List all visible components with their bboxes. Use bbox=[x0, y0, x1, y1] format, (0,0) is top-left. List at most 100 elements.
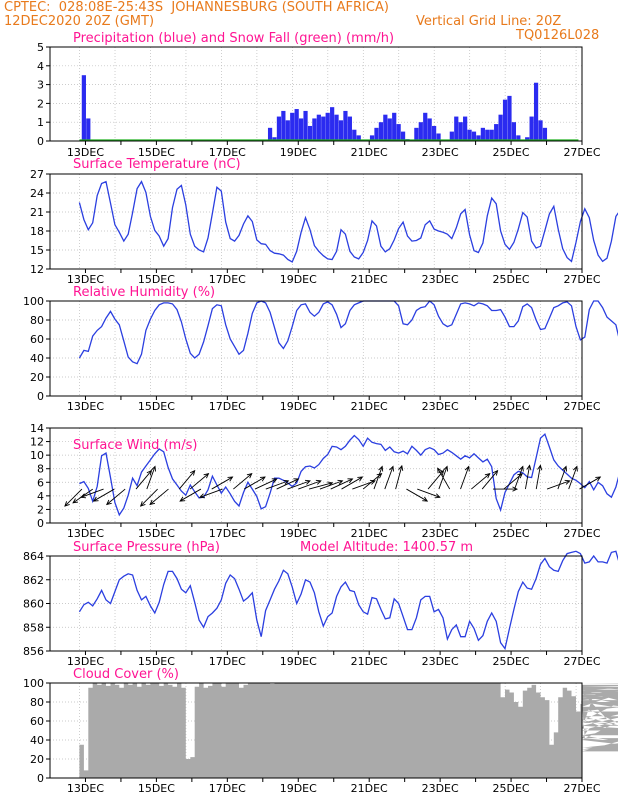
wind-arrow-head bbox=[422, 496, 429, 502]
temperature-ytick-label: 18 bbox=[30, 225, 44, 238]
wind-arrow-head bbox=[443, 465, 449, 472]
precip-bar bbox=[431, 125, 437, 141]
precip-bar bbox=[86, 118, 91, 141]
precip-bar bbox=[400, 131, 406, 141]
pressure-xtick-label: 15DEC bbox=[138, 655, 175, 668]
wind-arrow bbox=[276, 478, 299, 490]
precip-bar bbox=[542, 127, 548, 141]
temperature-frame bbox=[49, 173, 583, 270]
pressure-xtick-label: 25DEC bbox=[493, 655, 530, 668]
wind-arrow-head bbox=[293, 478, 300, 484]
cloud-ytick-label: 20 bbox=[30, 753, 44, 766]
wind-xtick-label: 13DEC bbox=[67, 527, 104, 540]
precip-bar bbox=[502, 99, 508, 141]
wind-arrow-head bbox=[146, 469, 153, 476]
wind-arrow-head bbox=[203, 472, 210, 479]
precip-ytick-label: 4 bbox=[37, 60, 44, 73]
wind-ytick-label: 14 bbox=[30, 422, 44, 435]
precip-bar bbox=[312, 118, 317, 141]
precip-bar bbox=[81, 75, 86, 141]
pressure-ytick-label: 856 bbox=[23, 645, 44, 658]
wind-ytick-label: 0 bbox=[37, 517, 44, 530]
wind-arrow-head bbox=[199, 493, 206, 499]
wind-arrow bbox=[308, 482, 333, 490]
humidity-ytick-label: 60 bbox=[30, 333, 44, 346]
precip-xtick-label: 21DEC bbox=[351, 146, 388, 159]
wind-arrow bbox=[178, 470, 196, 490]
precip-bar bbox=[338, 120, 344, 141]
humidity-title: Relative Humidity (%) bbox=[73, 285, 215, 300]
wind-arrow-head bbox=[438, 469, 445, 476]
wind-arrow bbox=[93, 488, 115, 502]
pressure-xtick-label: 13DEC bbox=[67, 655, 104, 668]
humidity-series-line bbox=[78, 300, 618, 365]
header-code: TQ0126L028 bbox=[516, 28, 600, 43]
wind-arrow-head bbox=[517, 472, 523, 479]
precip-bar bbox=[325, 112, 330, 141]
wind-arrow-head bbox=[357, 476, 364, 482]
precip-bar bbox=[294, 109, 299, 141]
temperature-xtick-label: 23DEC bbox=[422, 273, 459, 286]
precip-bar bbox=[330, 107, 335, 141]
precip-bar bbox=[449, 131, 454, 141]
pressure-ytick-label: 864 bbox=[23, 550, 44, 563]
wind-arrow bbox=[406, 488, 428, 502]
precip-bar bbox=[303, 110, 308, 141]
temperature-xtick-label: 25DEC bbox=[493, 273, 530, 286]
cloud-frame bbox=[49, 682, 583, 779]
cloud-xtick-label: 21DEC bbox=[351, 782, 388, 795]
wind-arrow-head bbox=[139, 501, 146, 507]
precip-bar bbox=[378, 122, 384, 141]
wind-arrow-head bbox=[562, 465, 568, 472]
precip-bar bbox=[423, 112, 428, 141]
cloud-xtick-label: 27DEC bbox=[563, 782, 600, 795]
precip-bar bbox=[369, 135, 375, 141]
precip-xtick-label: 25DEC bbox=[493, 146, 530, 159]
temperature-series-line bbox=[78, 180, 618, 263]
humidity-frame bbox=[49, 300, 583, 397]
cloud-xtick-label: 19DEC bbox=[280, 782, 317, 795]
header-grid-line: Vertical Grid Line: 20Z bbox=[416, 14, 562, 29]
temperature-xtick-label: 21DEC bbox=[351, 273, 388, 286]
precip-bar bbox=[298, 118, 304, 141]
wind-arrow-head bbox=[246, 472, 253, 479]
wind-arrow bbox=[140, 488, 158, 507]
wind-arrow bbox=[514, 466, 524, 490]
wind-arrow-head bbox=[72, 498, 79, 504]
humidity-ytick-label: 40 bbox=[30, 352, 44, 365]
temperature-xtick-label: 17DEC bbox=[209, 273, 246, 286]
humidity-ytick-label: 0 bbox=[37, 390, 44, 403]
pressure-ytick-label: 858 bbox=[23, 621, 44, 634]
wind-arrow-head bbox=[595, 476, 602, 482]
temperature-ytick-label: 15 bbox=[30, 244, 44, 257]
precip-bar bbox=[276, 116, 282, 141]
wind-series-line bbox=[79, 432, 618, 517]
precip-bar bbox=[525, 137, 530, 141]
wind-arrow-head bbox=[537, 464, 543, 471]
wind-arrow-head bbox=[526, 464, 532, 471]
wind-arrow-head bbox=[484, 472, 491, 479]
wind-arrow bbox=[330, 478, 353, 490]
precip-bar bbox=[307, 125, 313, 141]
wind-ytick-label: 12 bbox=[30, 436, 44, 449]
wind-arrow-head bbox=[347, 478, 354, 484]
wind-arrow bbox=[146, 466, 156, 490]
precip-bar bbox=[383, 114, 388, 141]
precip-bar bbox=[352, 129, 357, 141]
wind-arrow bbox=[437, 468, 451, 490]
precip-xtick-label: 13DEC bbox=[67, 146, 104, 159]
wind-arrow bbox=[417, 488, 440, 498]
temperature-xtick-label: 19DEC bbox=[280, 273, 317, 286]
precip-xtick-label: 17DEC bbox=[209, 146, 246, 159]
humidity-xtick-label: 21DEC bbox=[351, 400, 388, 413]
humidity-xtick-label: 19DEC bbox=[280, 400, 317, 413]
cloud-ytick-label: 60 bbox=[30, 715, 44, 728]
cloud-ytick-label: 80 bbox=[30, 696, 44, 709]
precip-ytick-label: 0 bbox=[37, 135, 44, 148]
wind-arrow bbox=[179, 488, 202, 502]
wind-arrow-head bbox=[179, 496, 186, 502]
precip-ytick-label: 3 bbox=[37, 79, 44, 92]
wind-arrow bbox=[135, 470, 152, 490]
header-location: CPTEC: 028:08E-25:43S JOHANNESBURG (SOUT… bbox=[4, 0, 389, 15]
